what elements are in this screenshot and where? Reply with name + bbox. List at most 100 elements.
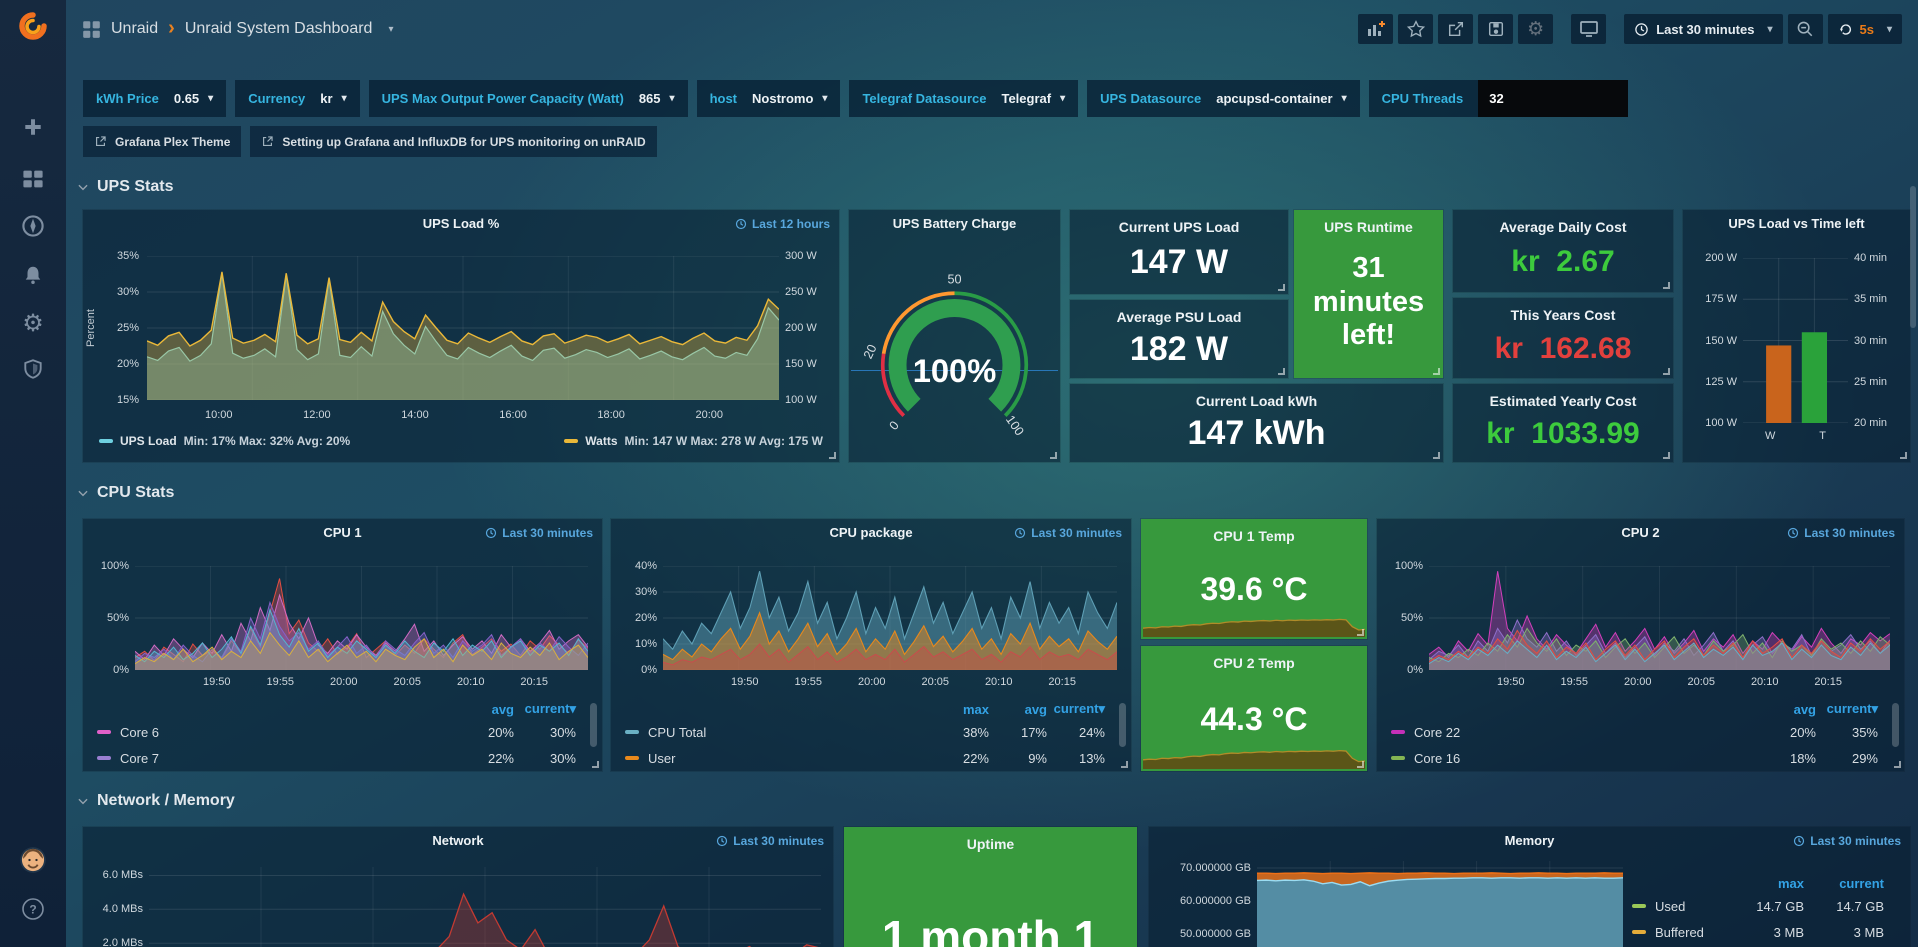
legend-column-header[interactable]: current▾ xyxy=(1826,701,1878,716)
time-range-badge[interactable]: Last 30 minutes xyxy=(1014,526,1122,540)
panel-resize-handle[interactable] xyxy=(1433,368,1440,375)
chevron-down-icon[interactable]: ▾ xyxy=(388,23,394,35)
panel-resize-handle[interactable] xyxy=(1050,452,1057,459)
panel-title[interactable]: UPS Runtime xyxy=(1324,219,1413,235)
legend-series[interactable]: UPS Load Min: 17% Max: 32% Avg: 20% xyxy=(99,434,350,448)
panel-resize-handle[interactable] xyxy=(1121,761,1128,768)
legend-scrollbar[interactable] xyxy=(1892,703,1899,747)
section-network-memory[interactable]: Network / Memory xyxy=(76,792,235,810)
help-icon[interactable]: ? xyxy=(21,897,45,921)
time-range-badge[interactable]: Last 12 hours xyxy=(735,217,830,231)
legend-series-label[interactable]: CPU Total xyxy=(625,725,931,740)
legend-series[interactable]: Watts Min: 147 W Max: 278 W Avg: 175 W xyxy=(564,434,823,448)
time-range-badge[interactable]: Last 30 minutes xyxy=(1787,526,1895,540)
star-button[interactable] xyxy=(1398,14,1434,44)
panel-resize-handle[interactable] xyxy=(1663,368,1670,375)
legend-column-header[interactable]: avg xyxy=(491,701,514,717)
panel-resize-handle[interactable] xyxy=(1357,629,1364,636)
ups-load-chart[interactable] xyxy=(147,256,779,400)
panel-resize-handle[interactable] xyxy=(1663,452,1670,459)
panel-title[interactable]: UPS Load % xyxy=(422,215,500,231)
panel-resize-handle[interactable] xyxy=(1894,761,1901,768)
time-range-picker[interactable]: Last 30 minutes ▾ xyxy=(1624,14,1783,44)
variable-kwh-price[interactable]: kWh Price 0.65 ▾ xyxy=(83,80,227,117)
save-button[interactable] xyxy=(1478,14,1514,44)
time-range-badge[interactable]: Last 30 minutes xyxy=(485,526,593,540)
legend-series-label[interactable]: Core 7 xyxy=(97,751,452,766)
variable-ups-datasource[interactable]: UPS Datasource apcupsd-container ▾ xyxy=(1087,80,1360,117)
breadcrumb-dashboard-title[interactable]: Unraid System Dashboard xyxy=(184,20,373,37)
legend-column-header[interactable]: current▾ xyxy=(524,701,576,716)
panel-resize-handle[interactable] xyxy=(829,452,836,459)
refresh-picker[interactable]: 5s ▾ xyxy=(1827,14,1902,44)
dashboards-icon[interactable] xyxy=(21,167,45,191)
battery-gauge[interactable]: 0 20 50 100 100% xyxy=(849,236,1060,456)
legend-column-header[interactable]: current▾ xyxy=(1053,701,1105,716)
panel-title[interactable]: Estimated Yearly Cost xyxy=(1489,393,1637,409)
panel-title[interactable]: CPU 1 xyxy=(323,524,362,540)
panel-resize-handle[interactable] xyxy=(1357,761,1364,768)
add-icon[interactable] xyxy=(22,116,44,138)
panel-title[interactable]: This Years Cost xyxy=(1510,307,1616,323)
variable-ups-max-output[interactable]: UPS Max Output Power Capacity (Watt) 865 ▾ xyxy=(368,80,688,117)
dashboard-settings-button[interactable]: ⚙ xyxy=(1518,14,1554,44)
alerting-bell-icon[interactable] xyxy=(22,264,44,286)
legend-column-header[interactable]: avg xyxy=(1793,701,1816,717)
memory-chart[interactable] xyxy=(1257,861,1623,947)
legend-column-header[interactable]: max xyxy=(962,701,989,717)
panel-title[interactable]: UPS Battery Charge xyxy=(892,215,1017,231)
cycle-view-monitor-button[interactable] xyxy=(1571,14,1607,44)
legend-series-label[interactable]: Core 6 xyxy=(97,725,452,740)
legend-series-label[interactable]: Used xyxy=(1632,899,1724,914)
legend-column-header[interactable]: avg xyxy=(1024,701,1047,717)
panel-resize-handle[interactable] xyxy=(1278,368,1285,375)
cpu-threads-input[interactable]: 32 xyxy=(1478,80,1629,117)
panel-title[interactable]: CPU package xyxy=(829,524,913,540)
time-range-badge[interactable]: Last 30 minutes xyxy=(1793,834,1901,848)
panel-resize-handle[interactable] xyxy=(1663,282,1670,289)
server-admin-shield-icon[interactable] xyxy=(22,358,44,380)
explore-compass-icon[interactable] xyxy=(21,214,45,238)
breadcrumb-app[interactable]: Unraid xyxy=(111,20,159,37)
panel-resize-handle[interactable] xyxy=(592,761,599,768)
legend-scrollbar[interactable] xyxy=(1119,703,1126,747)
user-avatar[interactable] xyxy=(19,846,47,874)
legend-column-header[interactable]: current xyxy=(1839,875,1884,891)
network-chart[interactable] xyxy=(149,867,821,947)
legend-series-label[interactable]: User xyxy=(625,751,931,766)
panel-title[interactable]: CPU 2 xyxy=(1621,524,1660,540)
variable-telegraf-datasource[interactable]: Telegraf Datasource Telegraf ▾ xyxy=(849,80,1079,117)
variable-host[interactable]: host Nostromo ▾ xyxy=(696,80,841,117)
panel-resize-handle[interactable] xyxy=(1433,452,1440,459)
legend-series-label[interactable]: Core 16 xyxy=(1391,751,1754,766)
link-ups-monitoring-guide[interactable]: Setting up Grafana and InfluxDB for UPS … xyxy=(250,126,657,157)
panel-title[interactable]: Memory xyxy=(1504,832,1555,848)
legend-scrollbar[interactable] xyxy=(590,703,597,747)
ups-bars-chart[interactable] xyxy=(1743,258,1848,423)
panel-title[interactable]: Uptime xyxy=(966,836,1015,852)
panel-title[interactable]: Network xyxy=(432,832,484,848)
panel-title[interactable]: Current Load kWh xyxy=(1195,393,1318,409)
panel-title[interactable]: Average Daily Cost xyxy=(1499,219,1627,235)
section-cpu-stats[interactable]: CPU Stats xyxy=(76,484,174,502)
share-button[interactable] xyxy=(1438,14,1474,44)
panel-title[interactable]: UPS Load vs Time left xyxy=(1728,215,1865,231)
cpu1-chart[interactable] xyxy=(135,566,588,670)
variable-currency[interactable]: Currency kr ▾ xyxy=(235,80,360,117)
panel-resize-handle[interactable] xyxy=(1900,452,1907,459)
section-ups-stats[interactable]: UPS Stats xyxy=(76,178,173,196)
link-grafana-plex-theme[interactable]: Grafana Plex Theme xyxy=(83,126,242,157)
panel-title[interactable]: Current UPS Load xyxy=(1118,219,1240,235)
time-range-badge[interactable]: Last 30 minutes xyxy=(716,834,824,848)
cpu-package-chart[interactable] xyxy=(663,566,1117,670)
configuration-gear-icon[interactable]: ⚙ xyxy=(22,309,44,337)
dashboard-grid-icon[interactable] xyxy=(82,20,101,39)
grafana-logo-icon[interactable] xyxy=(17,10,49,42)
panel-resize-handle[interactable] xyxy=(1278,284,1285,291)
panel-title[interactable]: CPU 2 Temp xyxy=(1213,655,1295,671)
cpu2-chart[interactable] xyxy=(1429,566,1890,670)
page-scrollbar[interactable] xyxy=(1910,186,1916,328)
panel-title[interactable]: CPU 1 Temp xyxy=(1213,528,1295,544)
legend-series-label[interactable]: Buffered xyxy=(1632,925,1724,940)
legend-series-label[interactable]: Core 22 xyxy=(1391,725,1754,740)
